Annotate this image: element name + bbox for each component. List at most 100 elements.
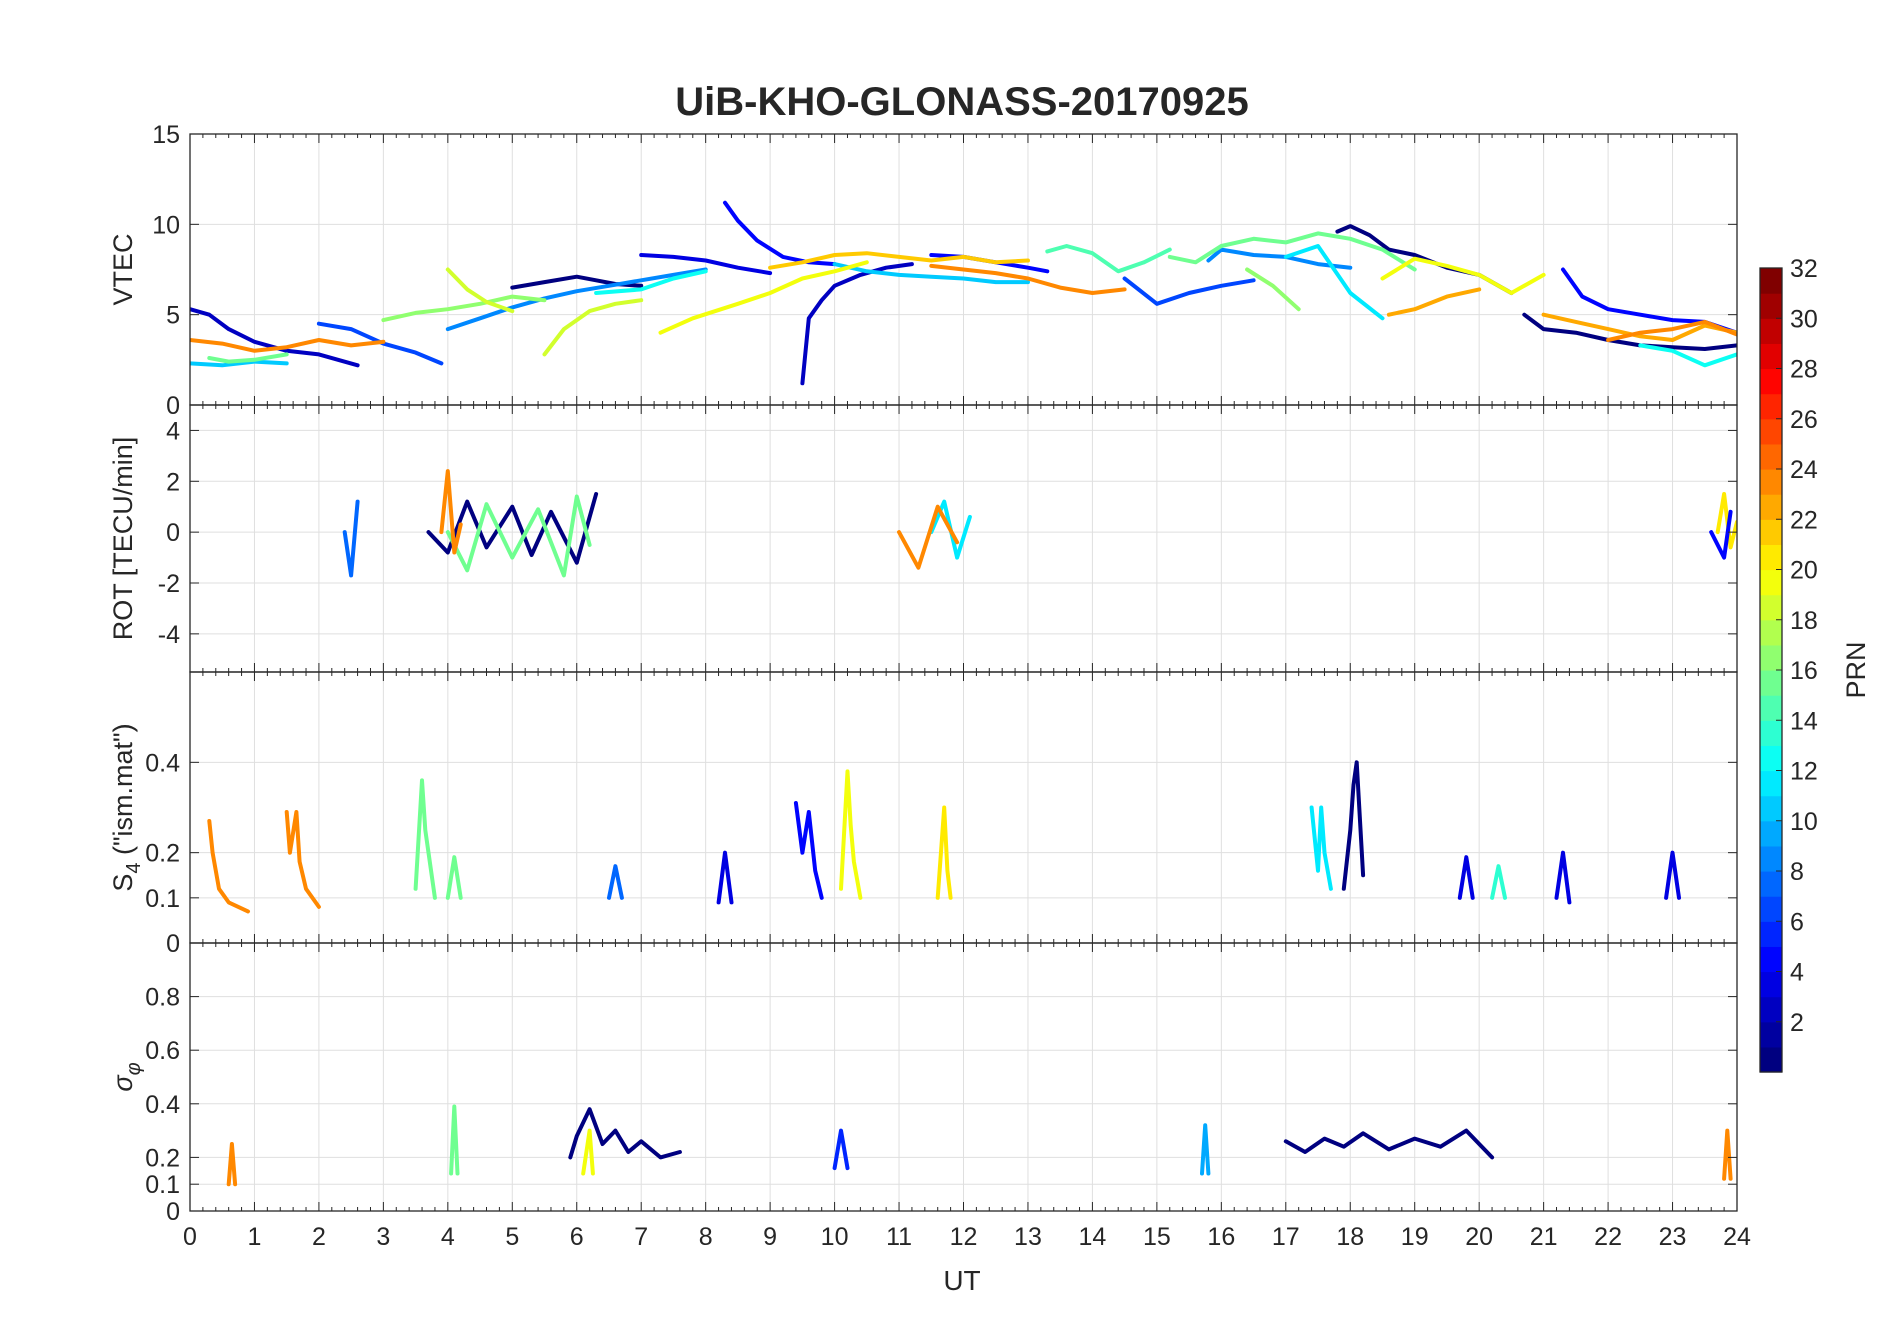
colorbar-tick-label: 26 [1790, 406, 1818, 434]
colorbar-segment [1760, 820, 1782, 847]
series-prn-9 [1206, 247, 1353, 270]
series-prn-14 [1490, 864, 1507, 900]
series-prn-21 [935, 805, 953, 900]
colorbar-tick-label: 16 [1790, 657, 1818, 685]
x-axis-label: UT [943, 1265, 980, 1296]
y-tick-label: 0 [166, 392, 180, 420]
colorbar-segment [1760, 619, 1782, 646]
y-tick-label: 0.1 [145, 885, 180, 913]
colorbar-segment [1760, 896, 1782, 922]
colorbar-label: PRN [1841, 641, 1871, 698]
series-prn-3 [190, 307, 360, 368]
x-tick-label: 16 [1207, 1223, 1235, 1251]
series-prn-16 [445, 494, 592, 578]
x-tick-label: 12 [950, 1223, 978, 1251]
series-prn-4 [1664, 850, 1681, 900]
x-tick-label: 14 [1079, 1223, 1107, 1251]
colorbar-segment [1760, 544, 1782, 571]
colorbar-tick-label: 2 [1790, 1009, 1804, 1037]
series-prn-24 [439, 469, 463, 555]
series-prn-16 [413, 778, 437, 900]
series-prn-4 [1554, 850, 1572, 905]
colorbar-segment [1760, 795, 1782, 822]
colorbar-segment [1760, 770, 1782, 797]
y-tick-label: 5 [166, 302, 180, 330]
colorbar-segment [1760, 971, 1782, 998]
y-tick-label: 0.1 [145, 1171, 180, 1199]
y-tick-label: 0.8 [145, 984, 180, 1012]
colorbar-tick-label: 4 [1790, 959, 1804, 987]
colorbar-segment [1760, 871, 1782, 897]
colorbar-tick-label: 14 [1790, 707, 1818, 735]
x-tick-label: 20 [1465, 1223, 1493, 1251]
x-tick-label: 21 [1530, 1223, 1558, 1251]
series-prn-11 [832, 262, 1030, 285]
series-prn-16 [449, 1104, 460, 1176]
series-prn-4 [639, 253, 773, 276]
series-prn-8 [342, 499, 360, 578]
series-prn-4 [1457, 855, 1475, 900]
y-tick-label: 15 [152, 121, 180, 149]
x-tick-label: 23 [1659, 1223, 1687, 1251]
colorbar-segment [1760, 343, 1782, 370]
series-prn-1 [568, 1107, 682, 1160]
colorbar-segment [1760, 293, 1782, 319]
colorbar-tick-label: 30 [1790, 305, 1818, 333]
colorbar-tick-label: 28 [1790, 356, 1818, 384]
x-tick-label: 24 [1723, 1223, 1751, 1251]
y-tick-label: -4 [158, 621, 180, 649]
series-prn-24 [284, 810, 321, 909]
series-prn-7 [1122, 276, 1256, 306]
series-prn-1 [1283, 1128, 1495, 1160]
y-tick-label: 4 [166, 417, 180, 445]
x-tick-label: 0 [183, 1223, 197, 1251]
series-prn-5 [1709, 509, 1733, 560]
colorbar-tick-label: 6 [1790, 908, 1804, 936]
colorbar-segment [1760, 569, 1782, 596]
series-prn-19 [445, 267, 515, 314]
series-prn-16 [207, 352, 289, 364]
colorbar-tick-label: 32 [1790, 255, 1818, 283]
y-tick-label: 2 [166, 468, 180, 496]
y-axis-label-sigma: σφ [108, 1062, 145, 1091]
y-tick-label: 10 [152, 211, 180, 239]
series-prn-8 [607, 864, 624, 900]
series-prn-13 [594, 269, 708, 295]
colorbar-segment [1760, 921, 1782, 947]
x-tick-label: 9 [763, 1223, 777, 1251]
series-prn-20 [658, 260, 869, 335]
y-axis-label-vtec: VTEC [108, 233, 138, 305]
series-prn-20 [1380, 256, 1546, 295]
colorbar-tick-label: 18 [1790, 607, 1818, 635]
colorbar-segment [1760, 443, 1782, 470]
colorbar-tick-label: 24 [1790, 456, 1818, 484]
x-tick-label: 6 [570, 1223, 584, 1251]
x-tick-label: 18 [1336, 1223, 1364, 1251]
series-prn-12 [1283, 244, 1385, 321]
colorbar-segment [1760, 720, 1782, 746]
colorbar-segment [1760, 996, 1782, 1023]
series-prn-4 [716, 850, 734, 905]
series-prn-15 [1045, 244, 1172, 274]
colorbar-segment [1760, 1046, 1782, 1073]
colorbar-tick-label: 20 [1790, 557, 1818, 585]
colorbar-segment [1760, 644, 1782, 671]
series-prn-16 [445, 855, 463, 900]
series-prn-24 [207, 819, 250, 914]
series-prn-3 [800, 262, 914, 386]
series-prn-24 [1722, 1128, 1733, 1181]
series-prn-24 [897, 504, 960, 570]
series-prn-6 [832, 1128, 850, 1171]
y-axis-label-s4: S4 ("ism.mat") [108, 723, 145, 891]
traces-s4 [207, 760, 1681, 914]
x-tick-label: 15 [1143, 1223, 1171, 1251]
x-tick-label: 11 [886, 1223, 912, 1251]
x-tick-label: 22 [1594, 1223, 1622, 1251]
colorbar-segment [1760, 494, 1782, 520]
x-tick-label: 1 [248, 1223, 262, 1251]
colorbar-segment [1760, 695, 1782, 721]
panel-rot: -4 -2 0 2 4 ROT [TECU/min] [108, 404, 1738, 673]
